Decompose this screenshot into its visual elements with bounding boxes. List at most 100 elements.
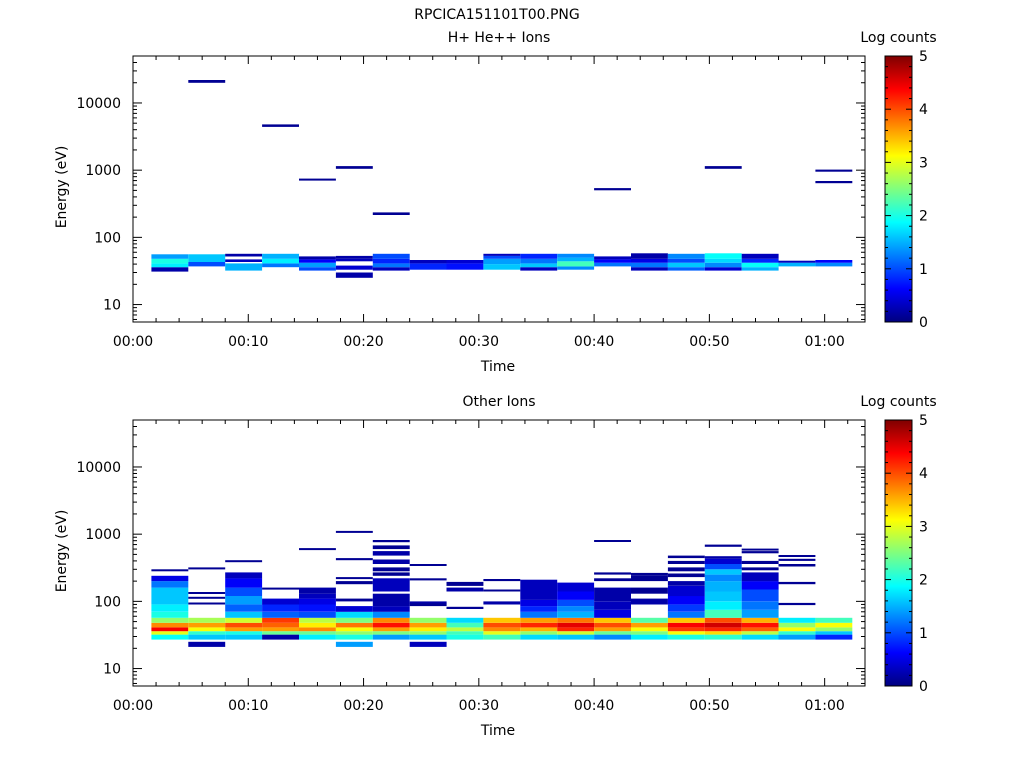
heatmap-cell [225, 572, 263, 579]
heatmap-cell [409, 617, 447, 623]
y-axis-label: Energy (eV) [54, 146, 70, 229]
heatmap-cell [262, 631, 299, 635]
colorbar-tick-label: 1 [919, 262, 928, 278]
heatmap-cell [151, 581, 189, 588]
heatmap-cell [483, 601, 521, 605]
heatmap-cell [188, 627, 226, 632]
heatmap-cell [594, 259, 631, 263]
heatmap-cell [151, 634, 189, 640]
heatmap-cell [557, 634, 595, 640]
colorbar-tick-label: 3 [919, 155, 928, 171]
heatmap-cell [225, 560, 263, 563]
x-tick-label: 00:30 [459, 334, 499, 350]
heatmap-cell [151, 604, 189, 612]
colorbar-label: Log counts [860, 394, 936, 410]
heatmap-cell [631, 572, 668, 576]
heatmap-cell [778, 558, 816, 561]
x-axis-label: Time [480, 359, 515, 375]
heatmap-cell [409, 578, 447, 581]
heatmap-cell [778, 555, 816, 557]
heatmap-cell [409, 627, 447, 632]
heatmap-cell [225, 587, 263, 596]
heatmap-cell [299, 604, 336, 612]
heatmap-cell [704, 634, 742, 640]
heatmap-cell [151, 617, 189, 623]
heatmap-cell [372, 212, 410, 215]
heatmap-cell [704, 253, 742, 259]
heatmap-cell [557, 261, 595, 267]
heatmap-cell [704, 569, 742, 575]
heatmap-cell [741, 622, 779, 628]
heatmap-cell [299, 593, 336, 599]
heatmap-cell [262, 124, 299, 127]
heatmap-cell [667, 585, 705, 597]
heatmap-cell [151, 622, 189, 628]
heatmap-cell [446, 581, 484, 586]
heatmap-cell [262, 634, 299, 640]
heatmap-cell [667, 604, 705, 612]
heatmap-cell [483, 631, 521, 635]
heatmap-cell [483, 589, 521, 592]
heatmap-cell [520, 267, 558, 271]
heatmap-cell [151, 258, 189, 264]
heatmap-cell [741, 267, 779, 271]
y-axis-label: Energy (eV) [54, 510, 70, 593]
heatmap-cell [667, 573, 705, 578]
heatmap-cell [372, 631, 410, 635]
heatmap-cell [335, 606, 373, 612]
heatmap-cell [520, 589, 558, 600]
heatmap-cell [483, 255, 521, 259]
heatmap-cell [594, 540, 631, 542]
y-tick-label: 10000 [76, 460, 121, 476]
colorbar-tick-label: 1 [919, 626, 928, 642]
heatmap-cell [335, 530, 373, 533]
heatmap-cell [409, 641, 447, 647]
heatmap-cell [225, 253, 263, 257]
heatmap-cell [741, 262, 779, 268]
heatmap-cell [262, 263, 299, 268]
heatmap-cell [409, 631, 447, 635]
heatmap-cell [631, 627, 668, 632]
heatmap-cell [704, 601, 742, 610]
heatmap-cell [667, 622, 705, 628]
figure-title: RPCICA151101T00.PNG [414, 7, 579, 23]
heatmap-cell [815, 631, 853, 635]
heatmap-cell [667, 560, 705, 564]
heatmap-cell [594, 601, 631, 610]
heatmap-cell [262, 627, 299, 632]
heatmap-cell [667, 631, 705, 635]
heatmap-cell [704, 609, 742, 618]
heatmap-cell [594, 572, 631, 575]
colorbar-tick-label: 4 [919, 466, 928, 482]
heatmap-cell [335, 255, 373, 259]
heatmap-cell [520, 611, 558, 618]
heatmap-cell [372, 622, 410, 628]
heatmap-cell [299, 587, 336, 594]
heatmap-cell [741, 581, 779, 590]
heatmap-cell [299, 548, 336, 551]
heatmap-cell [520, 622, 558, 628]
colorbar [884, 55, 913, 323]
heatmap-cell [483, 253, 521, 256]
heatmap-cell [520, 631, 558, 635]
heatmap-cell [815, 181, 853, 184]
heatmap-cell [335, 558, 373, 561]
heatmap-cell [704, 591, 742, 602]
heatmap-cell [667, 596, 705, 605]
heatmap-cell [704, 258, 742, 263]
heatmap-cell [815, 617, 853, 623]
heatmap-cell [372, 606, 410, 612]
heatmap-cell [372, 559, 410, 564]
heatmap-cell [631, 258, 668, 263]
x-tick-label: 00:50 [689, 698, 729, 714]
heatmap-cell [151, 627, 189, 632]
heatmap-cell [631, 267, 668, 271]
heatmap-cell [225, 617, 263, 623]
colorbar-label: Log counts [860, 30, 936, 46]
heatmap-cell [667, 581, 705, 586]
heatmap-cell [778, 602, 816, 606]
heatmap-cell [299, 598, 336, 605]
heatmap-cell [667, 627, 705, 632]
heatmap-cell [409, 622, 447, 628]
heatmap-cell [594, 631, 631, 635]
